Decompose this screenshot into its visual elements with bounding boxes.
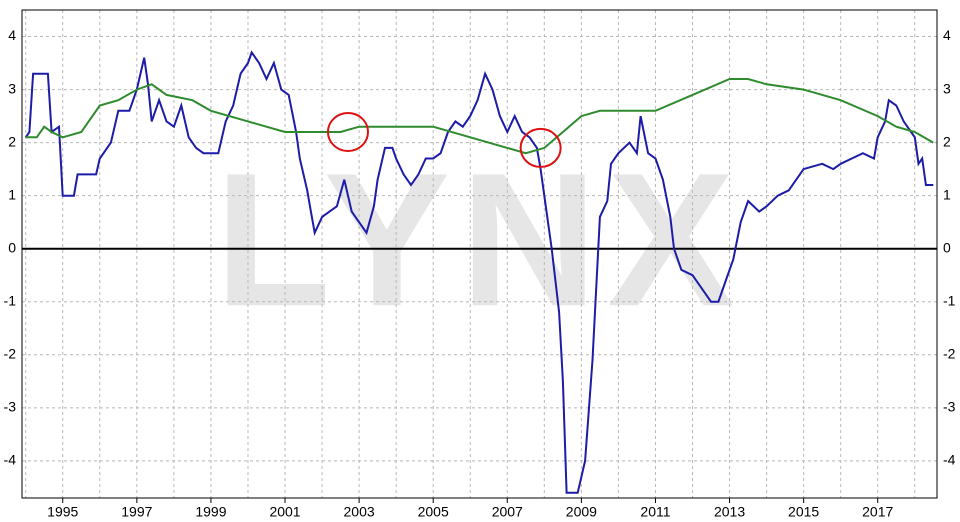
y-tick-label-right: -4: [943, 452, 956, 468]
y-tick-label-right: 0: [943, 239, 951, 255]
y-tick-label: 1: [8, 186, 16, 202]
x-tick-label: 2009: [566, 504, 597, 520]
x-tick-label: 2013: [714, 504, 745, 520]
y-tick-label: 4: [8, 27, 16, 43]
series-line: [25, 78, 934, 155]
series-line: [24, 50, 934, 494]
x-tick-label: 1999: [195, 504, 226, 520]
y-tick-label-right: 4: [943, 27, 951, 43]
x-tick-label: 2007: [492, 504, 523, 520]
y-tick-label-right: -1: [943, 292, 956, 308]
x-tick-label: 2003: [344, 504, 375, 520]
x-tick-label: 2001: [269, 504, 300, 520]
y-tick-label-right: 3: [943, 80, 951, 96]
x-tick-label: 2011: [640, 504, 670, 520]
y-tick-label: -2: [4, 345, 17, 361]
y-tick-label: 2: [8, 133, 16, 149]
x-tick-label: 2015: [788, 504, 819, 520]
x-tick-label: 1995: [47, 504, 78, 520]
plot-frame: [21, 9, 938, 499]
x-tick-label: 1997: [121, 504, 152, 520]
watermark: LYNX: [215, 134, 744, 346]
highlight-circle: [519, 127, 562, 168]
x-tick-label: 2017: [862, 504, 893, 520]
y-tick-label-right: 1: [943, 186, 951, 202]
y-tick-label: -3: [4, 399, 17, 415]
highlight-circle: [326, 112, 369, 152]
x-tick-label: 2005: [418, 504, 449, 520]
y-tick-label-right: -3: [943, 399, 956, 415]
y-tick-label: 0: [8, 239, 16, 255]
y-tick-label-right: -2: [943, 345, 956, 361]
y-tick-label-right: 2: [943, 133, 951, 149]
y-tick-label: -1: [4, 292, 17, 308]
y-tick-label: -4: [4, 452, 17, 468]
y-tick-label: 3: [8, 80, 16, 96]
